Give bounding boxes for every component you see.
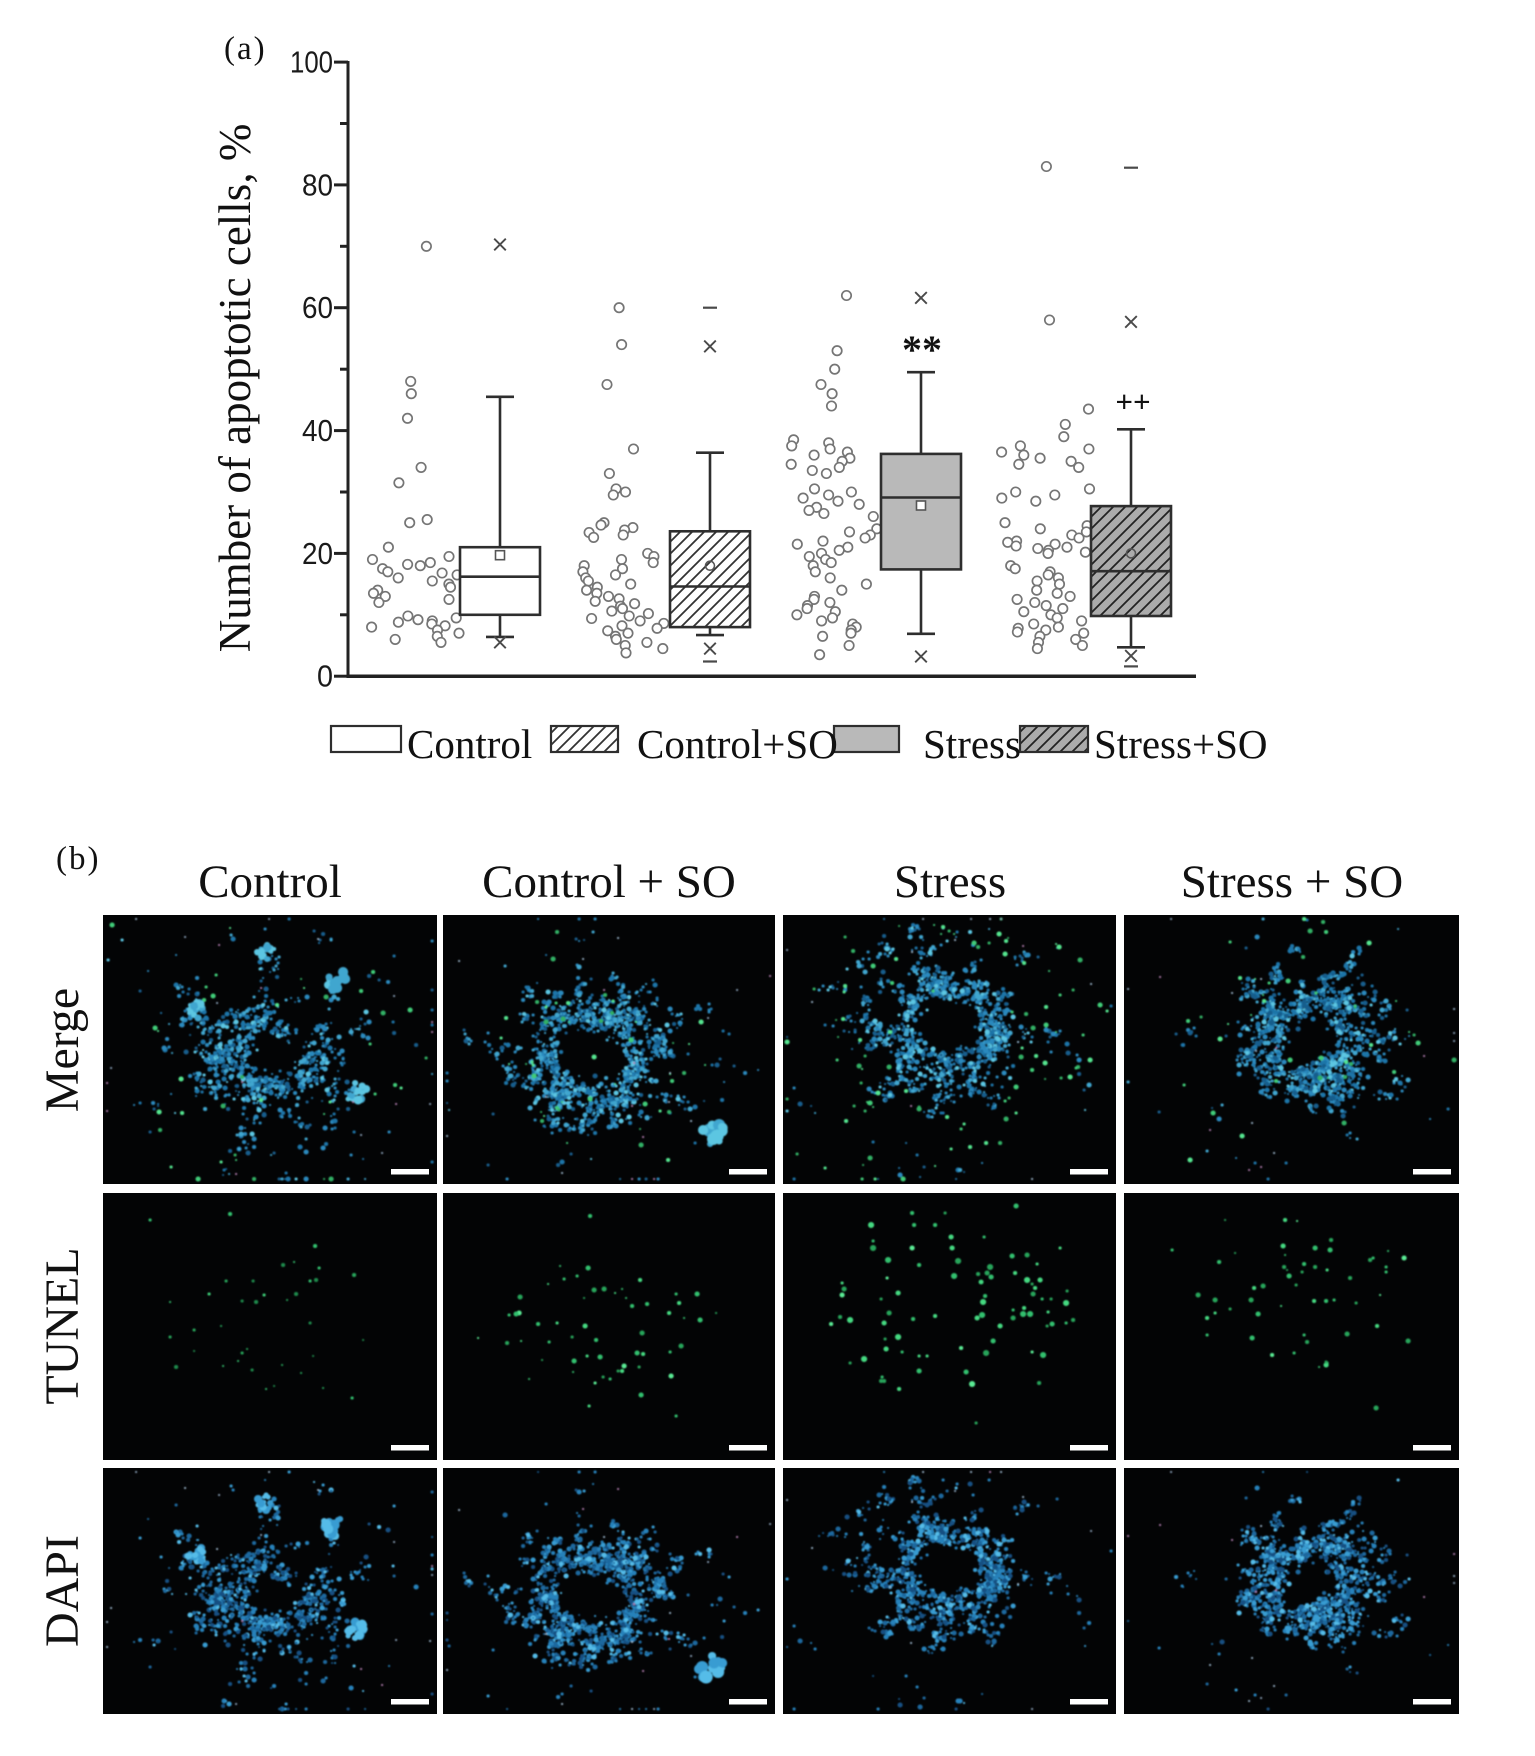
svg-text:20: 20 — [302, 536, 333, 571]
svg-text:40: 40 — [302, 413, 333, 448]
svg-text:Stress: Stress — [894, 856, 1006, 908]
svg-text:Stress: Stress — [923, 721, 1021, 767]
svg-text:Control + SO: Control + SO — [482, 856, 736, 908]
svg-text:Control: Control — [198, 856, 342, 908]
svg-text:(a): (a) — [224, 31, 267, 67]
svg-text:Stress+SO: Stress+SO — [1094, 721, 1268, 767]
svg-text:(b): (b) — [56, 841, 100, 877]
svg-text:DAPI: DAPI — [36, 1535, 89, 1647]
svg-text:**: ** — [902, 327, 942, 372]
svg-text:Merge: Merge — [36, 988, 89, 1112]
svg-text:100: 100 — [290, 45, 333, 80]
svg-text:TUNEL: TUNEL — [36, 1247, 89, 1404]
svg-text:Number of apoptotic cells, %: Number of apoptotic cells, % — [210, 124, 260, 653]
svg-text:0: 0 — [317, 659, 333, 694]
svg-text:Control+SO: Control+SO — [637, 721, 838, 767]
svg-text:++: ++ — [1115, 384, 1150, 419]
svg-text:Stress + SO: Stress + SO — [1181, 856, 1403, 908]
svg-text:80: 80 — [302, 167, 333, 202]
svg-text:Control: Control — [407, 721, 532, 767]
svg-text:60: 60 — [302, 290, 333, 325]
